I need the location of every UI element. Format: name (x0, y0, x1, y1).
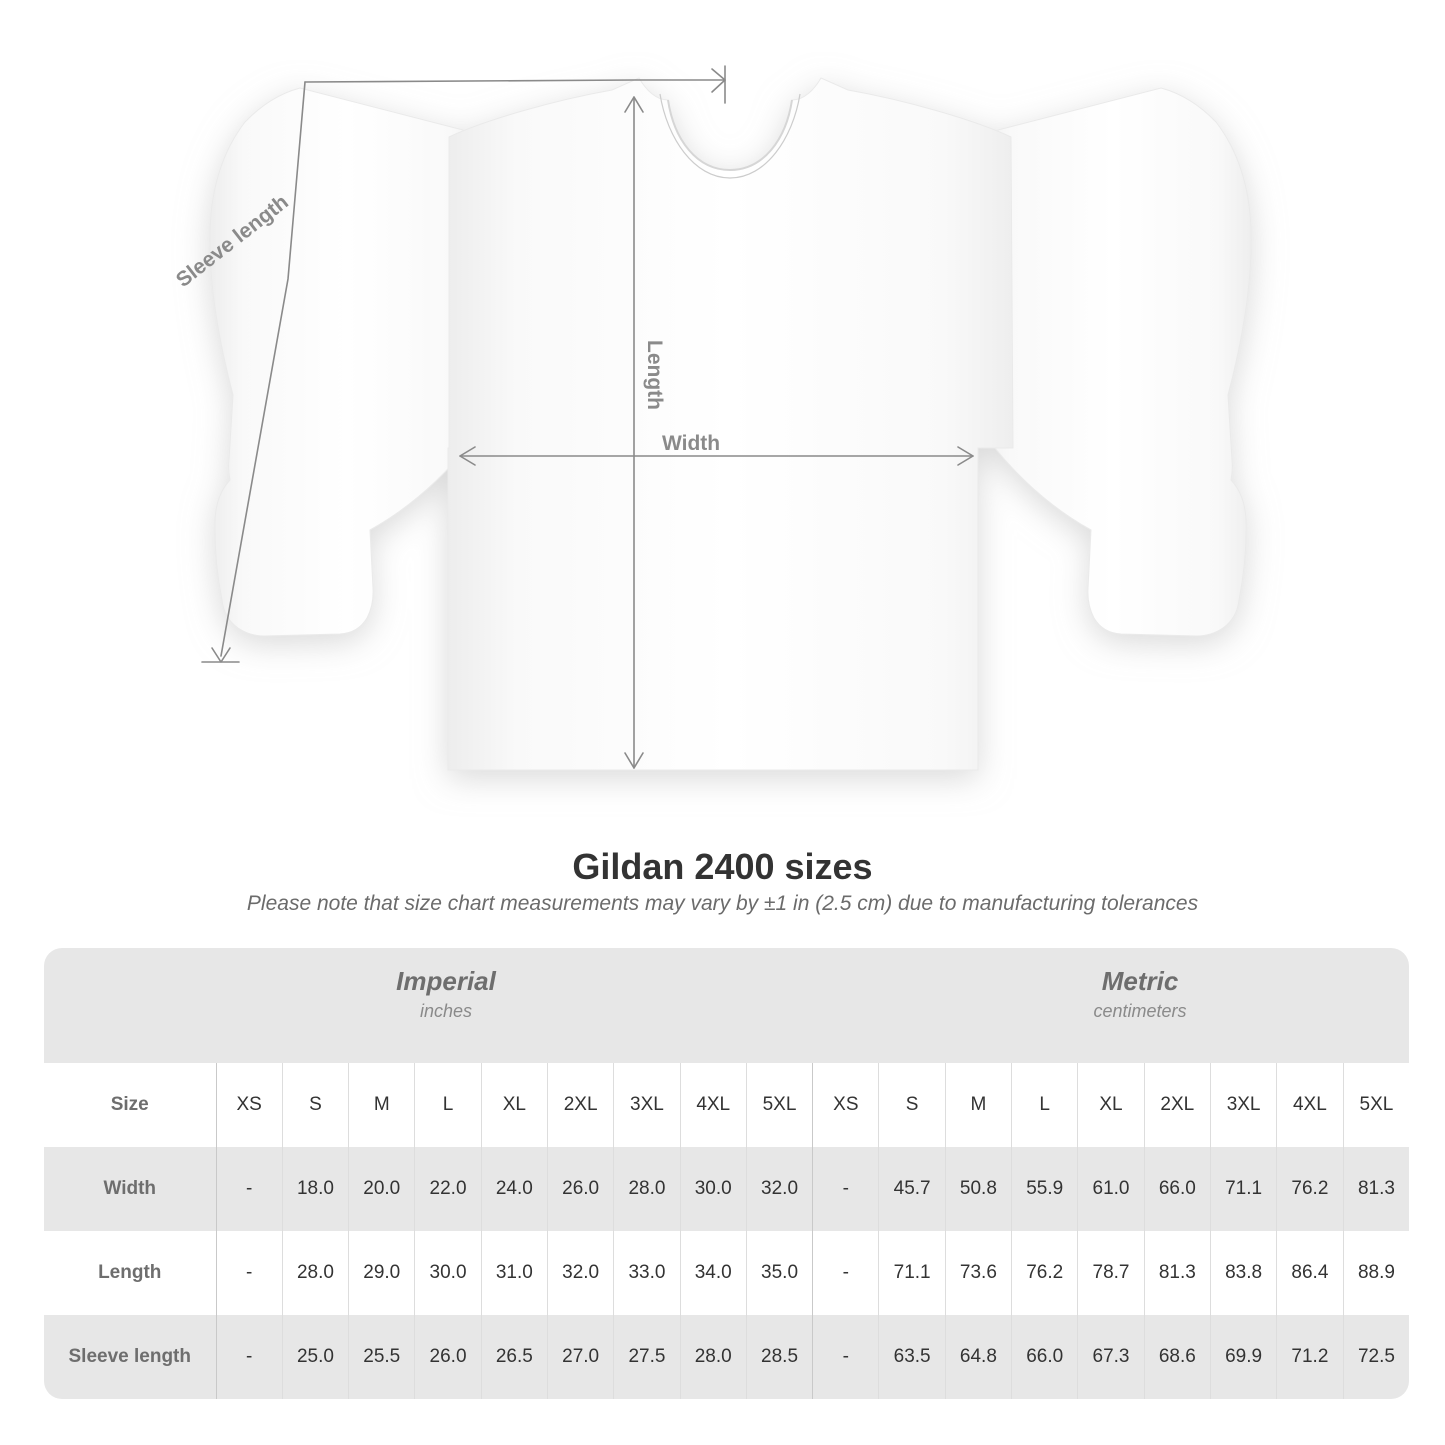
svg-text:Length: Length (643, 340, 666, 410)
svg-text:Width: Width (662, 432, 720, 455)
